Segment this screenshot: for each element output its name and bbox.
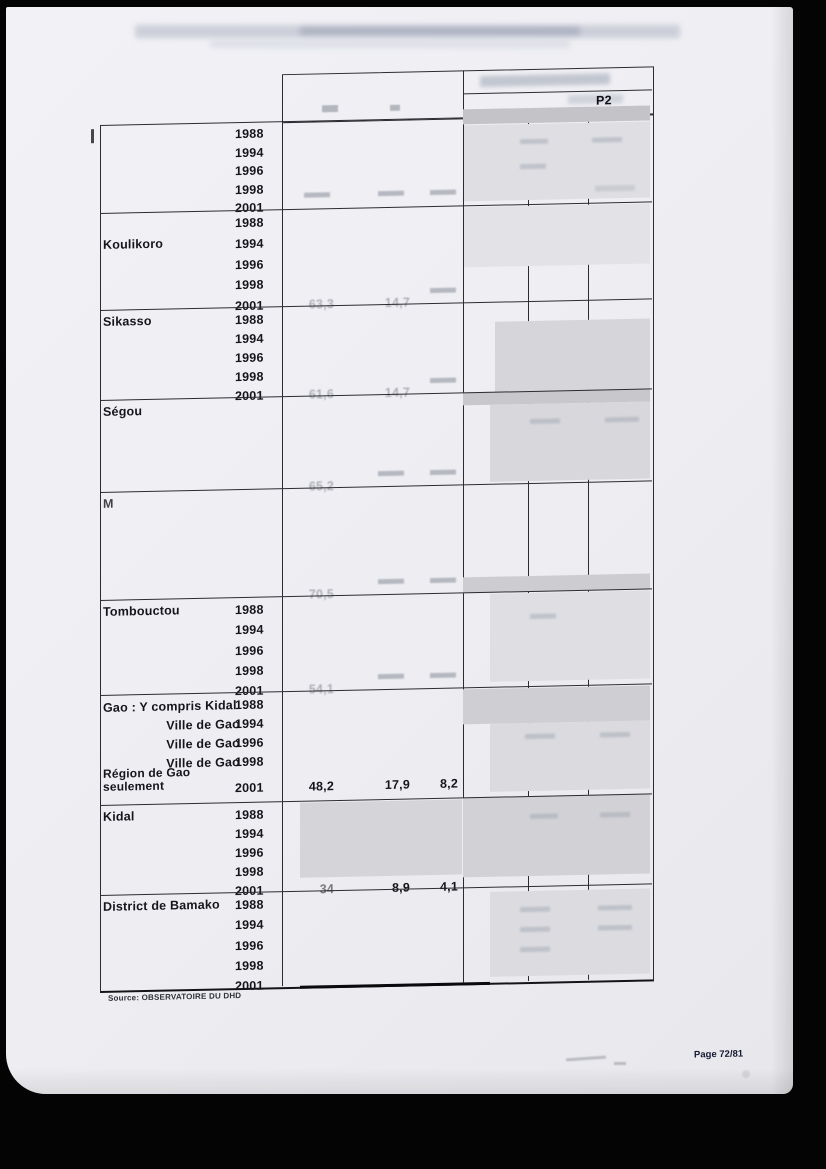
- region-block-kidal: Kidal 1988 1994 1996 1998 2001 34 8,9 4,1: [100, 793, 652, 898]
- region-label: Kidal: [103, 809, 135, 824]
- year-cell: 1994: [235, 826, 264, 842]
- year-cell: 1996: [235, 735, 264, 751]
- region-block-mopti: M 70,5: [100, 480, 652, 602]
- region-block-koulikoro: Koulikoro 1988 1994 1996 1998 2001 63,3 14,7: [100, 201, 652, 313]
- region-label: Ségou: [103, 404, 143, 419]
- region-block-bamako: District de Bamako 1988 1994 1996 1998 2001: [100, 883, 652, 994]
- column-header-p2: P2: [596, 93, 612, 108]
- clipped-label-artifact: [91, 129, 94, 144]
- value-2001-cell: 8,2: [440, 776, 458, 791]
- year-cell: 1998: [235, 754, 264, 770]
- region-block-sikasso: Sikasso 1988 1994 1996 1998 2001 61,6 14,7: [100, 298, 652, 403]
- year-cell: 1988: [235, 312, 264, 328]
- year-cell: 1996: [235, 163, 264, 179]
- year-cell: 1994: [235, 236, 264, 251]
- region-label: Tombouctou: [103, 603, 180, 619]
- year-cell: 2001: [235, 978, 264, 994]
- year-cell: 1996: [235, 938, 264, 953]
- faded-column-label: [390, 104, 400, 111]
- year-cell: 1994: [235, 716, 264, 732]
- region-row-label: Ville de Gao: [166, 717, 240, 733]
- year-cell: 1988: [235, 697, 264, 713]
- year-cell: 1998: [235, 663, 264, 678]
- year-cell: 1988: [235, 807, 264, 823]
- region-label: District de Bamako: [103, 897, 220, 914]
- pencil-mark: [565, 1055, 607, 1062]
- source-note: Source: OBSERVATOIRE DU DHD: [108, 991, 242, 1003]
- faded-value: [430, 469, 456, 476]
- faded-value: [430, 672, 456, 679]
- year-cell: 1998: [235, 182, 264, 197]
- region-label: M: [103, 496, 114, 511]
- faded-value: [430, 577, 456, 584]
- data-table: P2: [91, 66, 654, 1018]
- faded-value: [430, 287, 456, 294]
- document-page: P2: [6, 7, 793, 1094]
- year-cell: 1988: [235, 602, 264, 618]
- page-number: Page 72/81: [693, 1048, 744, 1061]
- region-row-label: Gao : Y compris Kidal: [103, 698, 237, 715]
- region-block-segou: Ségou 65,2: [100, 388, 652, 494]
- faded-subtitle-text: [210, 40, 570, 48]
- value-2001-cell: 48,2: [308, 779, 334, 794]
- region-label: Sikasso: [103, 313, 152, 329]
- year-cell: 1996: [235, 350, 264, 366]
- region-block-gao: Gao : Y compris Kidal Ville de Gao Ville d…: [100, 683, 652, 805]
- year-cell: 1998: [235, 864, 264, 880]
- year-cell: 1994: [235, 622, 264, 638]
- faded-value: [304, 192, 330, 198]
- region-block-region-1: 1988 1994 1996 1998 2001: [91, 113, 652, 215]
- year-cell: 1996: [235, 845, 264, 861]
- faded-value: [378, 190, 404, 197]
- faded-value: [378, 470, 404, 477]
- region-row-label: Région de Gao seulement: [103, 765, 191, 794]
- value-2001-cell: 17,9: [384, 777, 410, 793]
- faded-value: [430, 189, 456, 196]
- faded-value: [378, 673, 404, 680]
- faded-value: [430, 377, 456, 384]
- year-cell: 1998: [235, 369, 264, 385]
- year-cell: 1988: [235, 215, 264, 231]
- pencil-mark: [742, 1070, 750, 1078]
- year-cell: 1994: [235, 145, 264, 160]
- year-cell: 2001: [235, 780, 264, 796]
- year-cell: 1996: [235, 643, 264, 658]
- year-cell: 1988: [235, 897, 264, 913]
- year-cell: 1998: [235, 277, 264, 293]
- faded-title-text: [300, 27, 580, 35]
- region-block-tombouctou: Tombouctou 1988 1994 1996 1998 2001 54,1: [100, 588, 652, 698]
- year-cell: 1996: [235, 257, 264, 272]
- year-cell: 1998: [235, 958, 264, 973]
- year-cell: 1988: [235, 126, 264, 142]
- pencil-mark: [614, 1062, 626, 1065]
- region-label: Koulikoro: [103, 236, 164, 252]
- year-cell: 1994: [235, 917, 264, 933]
- region-row-label: Ville de Gao: [166, 736, 240, 752]
- year-cell: 1994: [235, 331, 264, 347]
- faded-column-label: [322, 105, 338, 113]
- faded-value: [378, 578, 404, 585]
